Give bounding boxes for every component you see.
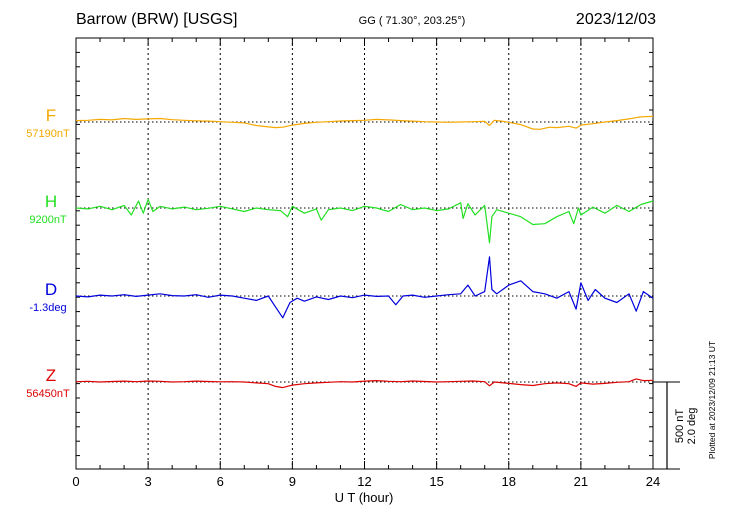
plotted-timestamp: Plotted at 2023/12/09 21:13 UT xyxy=(707,341,717,459)
series-name-H: H xyxy=(45,192,57,211)
series-name-D: D xyxy=(45,280,57,299)
series-labels: F 57190nT H 9200nT D -1.3deg Z 56450nT xyxy=(26,106,70,400)
series-baseline-D: -1.3deg xyxy=(29,302,66,314)
x-tick-label-0: 0 xyxy=(72,474,79,489)
series-line-D xyxy=(75,256,654,319)
x-tick-label-6: 6 xyxy=(217,474,224,489)
minor-ticks xyxy=(76,37,653,469)
series-name-Z: Z xyxy=(46,366,56,385)
vertical-gridlines xyxy=(147,38,582,469)
series-baseline-F: 57190nT xyxy=(26,128,70,140)
x-tick-label-9: 9 xyxy=(289,474,296,489)
series-line-F xyxy=(75,115,654,130)
date-label: 2023/12/03 xyxy=(576,11,656,28)
x-tick-label-15: 15 xyxy=(429,474,443,489)
series-line-H xyxy=(75,198,654,244)
scale-nt-label: 500 nT xyxy=(674,409,686,444)
scale-deg-label: 2.0 deg xyxy=(686,408,698,445)
x-tick-label-24: 24 xyxy=(646,474,660,489)
series-lines xyxy=(75,115,654,389)
x-tick-label-18: 18 xyxy=(502,474,516,489)
x-tick-label-21: 21 xyxy=(574,474,588,489)
station-title: Barrow (BRW) [USGS] xyxy=(76,11,238,28)
coordinates-label: GG ( 71.30°, 203.25°) xyxy=(359,15,466,27)
x-axis-ticks: 0 3 6 9 12 15 18 21 24 xyxy=(72,38,660,489)
series-baseline-H: 9200nT xyxy=(29,214,67,226)
x-tick-label-3: 3 xyxy=(145,474,152,489)
x-tick-label-12: 12 xyxy=(357,474,371,489)
series-line-Z xyxy=(75,378,654,389)
x-axis-label: U T (hour) xyxy=(335,490,394,505)
series-name-F: F xyxy=(46,106,56,125)
series-baseline-Z: 56450nT xyxy=(26,388,70,400)
scale-bar: 500 nT 2.0 deg xyxy=(653,381,698,470)
